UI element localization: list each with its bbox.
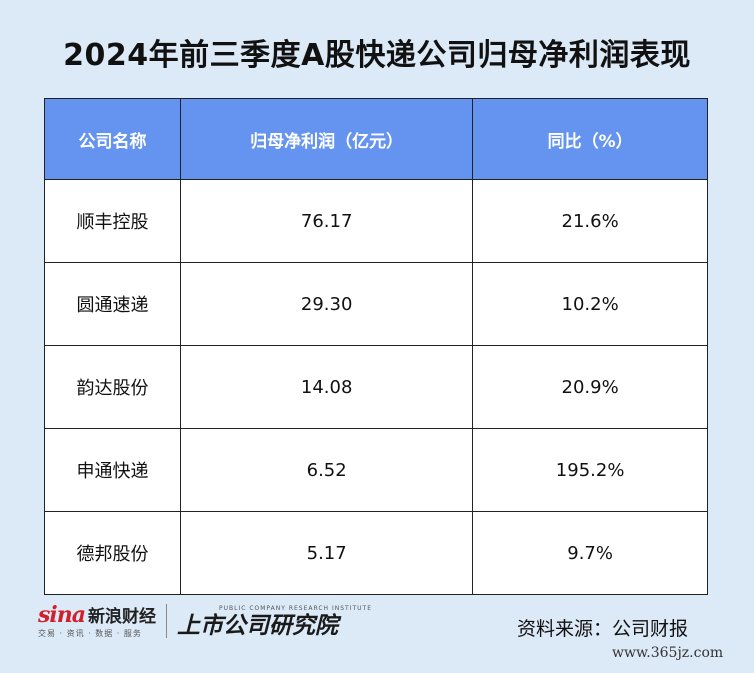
- cell-profit: 5.17: [180, 511, 474, 595]
- cell-profit: 14.08: [180, 345, 474, 429]
- cell-company: 韵达股份: [43, 345, 182, 429]
- cell-company: 申通快递: [43, 428, 182, 512]
- cell-company: 圆通速递: [43, 262, 182, 346]
- research-institute-english: PUBLIC COMPANY RESEARCH INSTITUTE: [219, 604, 372, 612]
- column-header-company: 公司名称: [43, 98, 182, 180]
- table-row: 圆通速递 29.30 10.2%: [43, 262, 708, 346]
- table-row: 顺丰控股 76.17 21.6%: [43, 179, 708, 263]
- data-source: 资料来源：公司财报: [517, 618, 689, 640]
- table-row: 德邦股份 5.17 9.7%: [43, 511, 708, 595]
- table-row: 韵达股份 14.08 20.9%: [43, 345, 708, 429]
- page-title: 2024年前三季度A股快递公司归母净利润表现: [63, 38, 691, 73]
- footer-logos: sina 新浪财经 交易 · 资讯 · 数据 · 服务 PUBLIC COMPA…: [38, 601, 372, 641]
- cell-profit: 29.30: [180, 262, 474, 346]
- table-header-row: 公司名称 归母净利润（亿元） 同比（%）: [43, 98, 708, 180]
- cell-company: 顺丰控股: [43, 179, 182, 263]
- cell-yoy: 195.2%: [472, 428, 708, 512]
- sina-finance-logo: sina 新浪财经 交易 · 资讯 · 数据 · 服务: [38, 604, 156, 638]
- research-institute-logo: PUBLIC COMPANY RESEARCH INSTITUTE 上市公司研究…: [177, 604, 372, 639]
- research-institute-name: 上市公司研究院: [177, 611, 338, 639]
- column-header-yoy: 同比（%）: [472, 98, 708, 180]
- cell-yoy: 9.7%: [472, 511, 708, 595]
- table-row: 申通快递 6.52 195.2%: [43, 428, 708, 512]
- cell-profit: 6.52: [180, 428, 474, 512]
- cell-yoy: 20.9%: [472, 345, 708, 429]
- cell-yoy: 21.6%: [472, 179, 708, 263]
- profit-table: 公司名称 归母净利润（亿元） 同比（%） 顺丰控股 76.17 21.6% 圆通…: [43, 98, 708, 595]
- cell-profit: 76.17: [180, 179, 474, 263]
- sina-mark: sina: [38, 602, 86, 628]
- column-header-profit: 归母净利润（亿元）: [180, 98, 474, 180]
- cell-company: 德邦股份: [43, 511, 182, 595]
- sina-name: 新浪财经: [88, 607, 156, 627]
- watermark: www.365jz.com: [612, 645, 724, 661]
- logo-divider: [166, 604, 167, 638]
- cell-yoy: 10.2%: [472, 262, 708, 346]
- sina-tagline: 交易 · 资讯 · 数据 · 服务: [38, 629, 142, 638]
